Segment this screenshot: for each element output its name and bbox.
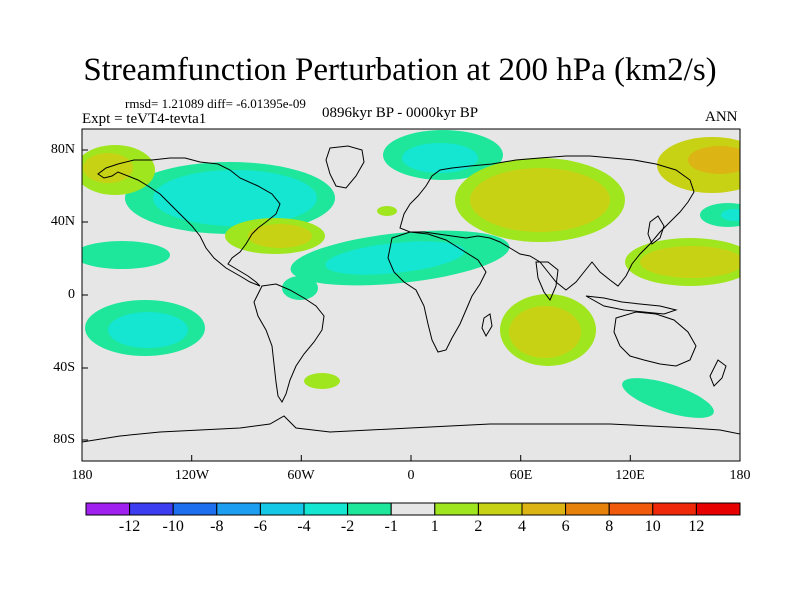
coastline-indonesia bbox=[585, 295, 678, 315]
colorbar-tick-label: 10 bbox=[644, 518, 661, 535]
x-tick-label: 120W bbox=[174, 468, 210, 483]
x-tick-label: 180 bbox=[71, 468, 93, 483]
colorbar-swatch bbox=[390, 502, 436, 516]
colorbar-swatch bbox=[565, 502, 610, 516]
colorbar-swatch bbox=[521, 502, 567, 516]
coastline-africa bbox=[387, 231, 487, 353]
colorbar-swatch bbox=[85, 502, 131, 516]
x-tick-label: 60W bbox=[287, 468, 315, 483]
colorbar-swatch bbox=[695, 502, 741, 516]
colorbar-tick-label: 4 bbox=[518, 518, 526, 535]
colorbar-swatch bbox=[216, 502, 261, 516]
colorbar-tick-label: -1 bbox=[384, 518, 398, 535]
colorbar-tick-label: -10 bbox=[162, 518, 184, 535]
stats-line: rmsd= 1.21089 diff= -6.01395e-09 bbox=[125, 96, 306, 111]
contour-region bbox=[470, 168, 610, 232]
plot-title: Streamfunction Perturbation at 200 hPa (… bbox=[83, 52, 717, 88]
contour-region bbox=[721, 209, 740, 221]
colorbar-tick-label: -12 bbox=[118, 518, 141, 535]
colorbar-swatch bbox=[172, 502, 218, 516]
colorbar-tick-label: 8 bbox=[605, 518, 614, 535]
colorbar-tick-label: -6 bbox=[253, 518, 268, 535]
colorbar-tick-label: 1 bbox=[430, 518, 439, 535]
colorbar-tick-label: 6 bbox=[561, 518, 570, 535]
contour-region bbox=[282, 276, 318, 300]
colorbar-tick-label: 12 bbox=[688, 518, 705, 535]
contour-region bbox=[622, 378, 714, 418]
x-tick-label: 0 bbox=[407, 468, 415, 483]
colorbar-swatch bbox=[477, 502, 523, 516]
contour-region bbox=[153, 170, 317, 226]
y-tick-label: 0 bbox=[68, 287, 75, 302]
colorbar bbox=[85, 502, 741, 516]
colorbar-swatch bbox=[129, 502, 174, 516]
coastline-india bbox=[535, 261, 559, 301]
coastline-japan bbox=[647, 215, 665, 245]
contour-region bbox=[304, 373, 340, 389]
y-tick-label: 40N bbox=[50, 214, 75, 229]
period-label: 0896kyr BP - 0000kyr BP bbox=[322, 105, 479, 121]
contour-region bbox=[83, 153, 133, 183]
x-tick-label: 120E bbox=[615, 468, 645, 483]
colorbar-swatch bbox=[259, 502, 305, 516]
colorbar-swatch bbox=[652, 502, 697, 516]
season-label: ANN bbox=[705, 109, 738, 125]
colorbar-swatch bbox=[608, 502, 654, 516]
contour-fill-layer bbox=[82, 130, 740, 418]
contour-region bbox=[402, 143, 478, 173]
colorbar-swatch bbox=[303, 502, 349, 516]
axis-ticks bbox=[81, 149, 741, 461]
colorbar-tick-label: -4 bbox=[297, 518, 311, 535]
contour-region bbox=[248, 224, 312, 248]
y-tick-label: 80N bbox=[50, 142, 75, 157]
colorbar-tick-label: -8 bbox=[210, 518, 224, 535]
contour-region bbox=[688, 146, 740, 174]
contour-region bbox=[325, 241, 465, 275]
contour-region bbox=[108, 312, 188, 348]
coastline-south-america bbox=[253, 283, 325, 403]
coastline-australia bbox=[613, 311, 697, 367]
colorbar-tick-label: 2 bbox=[474, 518, 483, 535]
contour-region bbox=[700, 203, 740, 227]
coastline-madagascar bbox=[481, 313, 493, 338]
contour-region bbox=[640, 246, 740, 278]
x-tick-label: 180 bbox=[729, 468, 751, 483]
coastline-new-zealand bbox=[709, 359, 727, 387]
colorbar-swatch bbox=[434, 502, 479, 516]
contour-region bbox=[82, 241, 170, 269]
coastline-greenland bbox=[325, 145, 365, 189]
coastline-eurasia bbox=[399, 155, 695, 291]
y-tick-label: 80S bbox=[53, 432, 75, 447]
coastline-north-america bbox=[97, 157, 281, 287]
contour-region bbox=[509, 306, 581, 358]
coastline-antarctica bbox=[82, 415, 740, 443]
colorbar-swatch bbox=[347, 502, 392, 516]
coastlines bbox=[82, 145, 740, 443]
x-tick-label: 60E bbox=[509, 468, 533, 483]
experiment-label: Expt = teVT4-tevta1 bbox=[82, 111, 207, 127]
contour-region bbox=[377, 206, 397, 216]
colorbar-tick-label: -2 bbox=[340, 518, 355, 535]
y-tick-label: 40S bbox=[53, 360, 75, 375]
